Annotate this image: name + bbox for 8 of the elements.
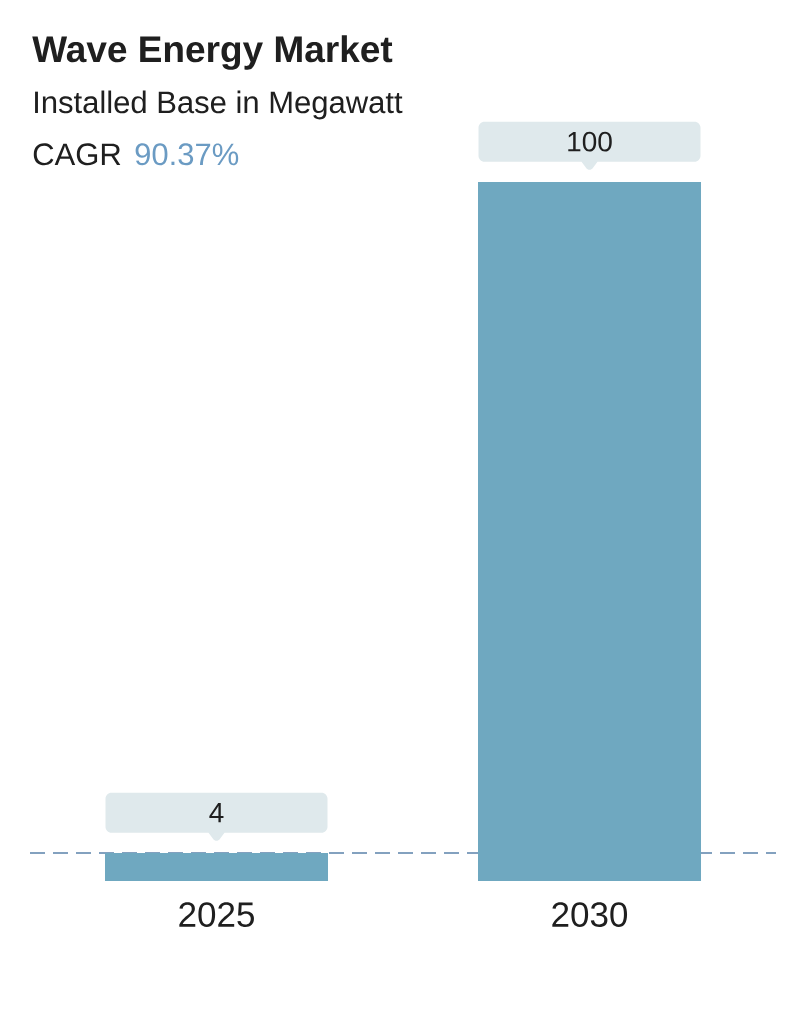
text: CAGR: [33, 143, 121, 166]
chart-subtitle: Installed Base in Megawatt: [35, 90, 403, 120]
x-tick-label: 2025: [179, 902, 254, 927]
x-tick-label: 2030: [552, 902, 628, 927]
text: 90.37%: [135, 143, 239, 166]
chart-title: Wave Energy Market: [32, 35, 393, 70]
data-label: 4: [209, 803, 224, 823]
data-label: 100: [568, 131, 612, 152]
